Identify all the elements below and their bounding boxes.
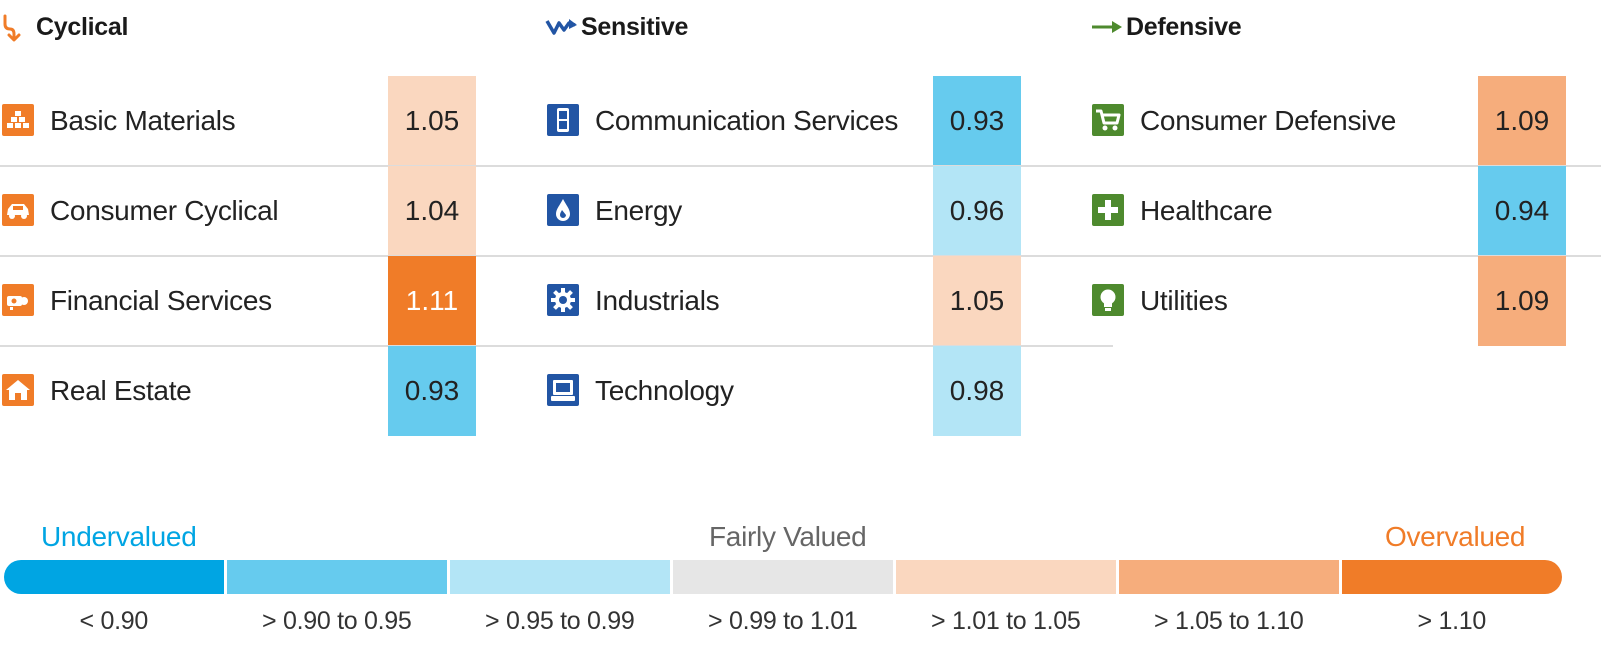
valuation-cell: 1.05 (933, 256, 1021, 346)
legend-segment (1342, 560, 1562, 594)
consumer-cyclical-icon (2, 194, 34, 226)
sector-label: Financial Services (50, 285, 272, 316)
legend-segment (673, 560, 893, 594)
valuation-cell: 0.94 (1478, 166, 1566, 256)
sector-row: Healthcare 0.94 (1090, 166, 1601, 257)
valuation-cell: 1.09 (1478, 76, 1566, 166)
valuation-cell: 1.05 (388, 76, 476, 166)
sector-label: Industrials (595, 285, 720, 316)
row-divider (1090, 255, 1601, 257)
row-divider (1090, 165, 1601, 167)
sector-row: Real Estate 0.93 (0, 346, 568, 436)
energy-icon (547, 194, 579, 226)
industrials-icon (547, 284, 579, 316)
legend-segment (450, 560, 670, 594)
real-estate-icon (2, 374, 34, 406)
basic-materials-icon (2, 104, 34, 136)
legend-segment (1119, 560, 1339, 594)
legend-segment (4, 560, 224, 594)
sector-label: Healthcare (1140, 195, 1273, 226)
utilities-icon (1092, 284, 1124, 316)
sector-label: Technology (595, 375, 734, 406)
row-divider (0, 345, 568, 347)
cyclical-icon (0, 12, 36, 42)
sector-label: Communication Services (595, 105, 899, 136)
sector-row: Financial Services 1.11 (0, 256, 568, 347)
sector-row: Utilities 1.09 (1090, 256, 1601, 346)
communication-services-icon (547, 104, 579, 136)
defensive-icon (1090, 12, 1126, 42)
legend-range-label: > 1.05 to 1.10 (1154, 607, 1304, 635)
legend-range-label: > 1.10 (1417, 607, 1487, 635)
sector-label: Real Estate (50, 375, 192, 406)
healthcare-icon (1092, 194, 1124, 226)
column-title: Cyclical (36, 12, 129, 41)
legend-undervalued-label: Undervalued (41, 521, 197, 552)
sector-row: Industrials 1.05 (545, 256, 1113, 347)
column-title: Defensive (1126, 12, 1242, 41)
row-divider (0, 165, 568, 167)
column-header-cyclical: Cyclical (0, 12, 128, 42)
column-header-defensive: Defensive (1090, 12, 1242, 42)
sector-row: Communication Services 0.93 (545, 76, 1113, 167)
valuation-cell: 0.93 (388, 346, 476, 436)
column-header-sensitive: Sensitive (545, 12, 688, 42)
sector-label: Consumer Cyclical (50, 195, 279, 226)
legend-segment (896, 560, 1116, 594)
valuation-cell: 0.93 (933, 76, 1021, 166)
legend-range-label: > 0.90 to 0.95 (262, 607, 412, 635)
sector-label: Consumer Defensive (1140, 105, 1397, 136)
valuation-cell: 0.98 (933, 346, 1021, 436)
financial-services-icon (2, 284, 34, 316)
valuation-cell: 0.96 (933, 166, 1021, 256)
row-divider (545, 345, 1113, 347)
sector-row: Technology 0.98 (545, 346, 1113, 436)
valuation-legend: Undervalued Fairly Valued Overvalued < 0… (0, 515, 1601, 660)
sector-label: Utilities (1140, 285, 1228, 316)
sector-row: Consumer Defensive 1.09 (1090, 76, 1601, 167)
sensitive-icon (545, 12, 581, 42)
sector-label: Energy (595, 195, 682, 226)
valuation-cell: 1.04 (388, 166, 476, 256)
sector-row: Basic Materials 1.05 (0, 76, 568, 167)
legend-segment (227, 560, 447, 594)
sector-label: Basic Materials (50, 105, 236, 136)
column-title: Sensitive (581, 12, 689, 41)
row-divider (545, 165, 1113, 167)
legend-range-label: < 0.90 (79, 607, 149, 635)
consumer-defensive-icon (1092, 104, 1124, 136)
technology-icon (547, 374, 579, 406)
sector-row: Consumer Cyclical 1.04 (0, 166, 568, 257)
legend-range-label: > 0.95 to 0.99 (485, 607, 635, 635)
sector-row: Energy 0.96 (545, 166, 1113, 257)
valuation-cell: 1.09 (1478, 256, 1566, 346)
row-divider (545, 255, 1113, 257)
legend-range-label: > 0.99 to 1.01 (708, 607, 858, 635)
legend-range-label: > 1.01 to 1.05 (931, 607, 1081, 635)
row-divider (0, 255, 568, 257)
valuation-cell: 1.11 (388, 256, 476, 346)
legend-overvalued-label: Overvalued (1385, 521, 1526, 552)
legend-fairly-valued-label: Fairly Valued (709, 521, 867, 552)
